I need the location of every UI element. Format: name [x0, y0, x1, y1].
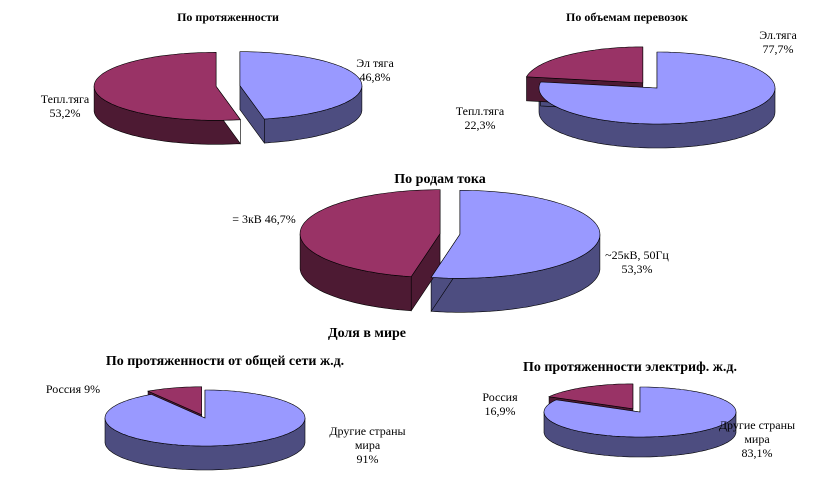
slice-label: Тепл.тяга 22,3% [440, 104, 520, 132]
chart-title: По родам тока [394, 172, 485, 187]
value-label: 16,9% [484, 404, 516, 418]
slice-label: ~25кВ, 50Гц 53,3% [592, 248, 682, 276]
slice-label: Тепл.тяга 53,2% [25, 92, 105, 120]
category-label: Другие страны мира [718, 418, 796, 446]
category-label: Россия [45, 382, 82, 396]
slice [548, 383, 634, 410]
value-label: 46,7% [264, 212, 296, 226]
category-label: Тепл.тяга [40, 92, 90, 106]
value-label: 83,1% [741, 446, 773, 460]
slice-label: = 3кВ 46,7% [214, 212, 314, 226]
chart-title: По объемам перевозок [566, 10, 688, 24]
value-label: 91% [356, 452, 379, 466]
slice [430, 190, 601, 279]
slice-label: Другие страны мира 91% [325, 424, 410, 466]
slice [543, 386, 737, 438]
category-label: ~25кВ, 50Гц [605, 248, 669, 262]
category-label: Другие страны мира [329, 424, 406, 452]
value-label: 46,8% [359, 70, 391, 84]
category-label: Эл тяга [356, 56, 394, 70]
slice-label: Эл.тяга 77,7% [738, 28, 818, 56]
slice-label: Эл тяга 46,8% [340, 56, 410, 84]
value-label: 9% [84, 382, 101, 396]
chart-title: По протяженности электриф. ж.д. [523, 360, 737, 375]
chart-title: По протяженности от общей сети ж.д. [106, 354, 344, 369]
slice [525, 46, 644, 84]
slice [93, 51, 241, 121]
slice [147, 386, 203, 416]
category-label: = 3кВ [232, 212, 262, 226]
value-label: 77,7% [762, 42, 794, 56]
category-label: Тепл.тяга [455, 104, 505, 118]
slice-label: Россия 16,9% [470, 390, 530, 418]
slice-label: Другие страны мира 83,1% [712, 418, 802, 460]
category-label: Россия [482, 390, 518, 404]
slice [239, 51, 363, 120]
chart-title: По протяженности [177, 10, 279, 24]
category-label: Эл.тяга [759, 28, 797, 42]
slice [538, 51, 776, 125]
value-label: 53,3% [621, 262, 653, 276]
slice-label: Россия 9% [28, 382, 118, 396]
slice [299, 189, 441, 278]
value-label: 53,2% [49, 106, 81, 120]
slice [104, 389, 306, 447]
value-label: 22,3% [464, 118, 496, 132]
section-title: Доля в мире [328, 326, 406, 341]
